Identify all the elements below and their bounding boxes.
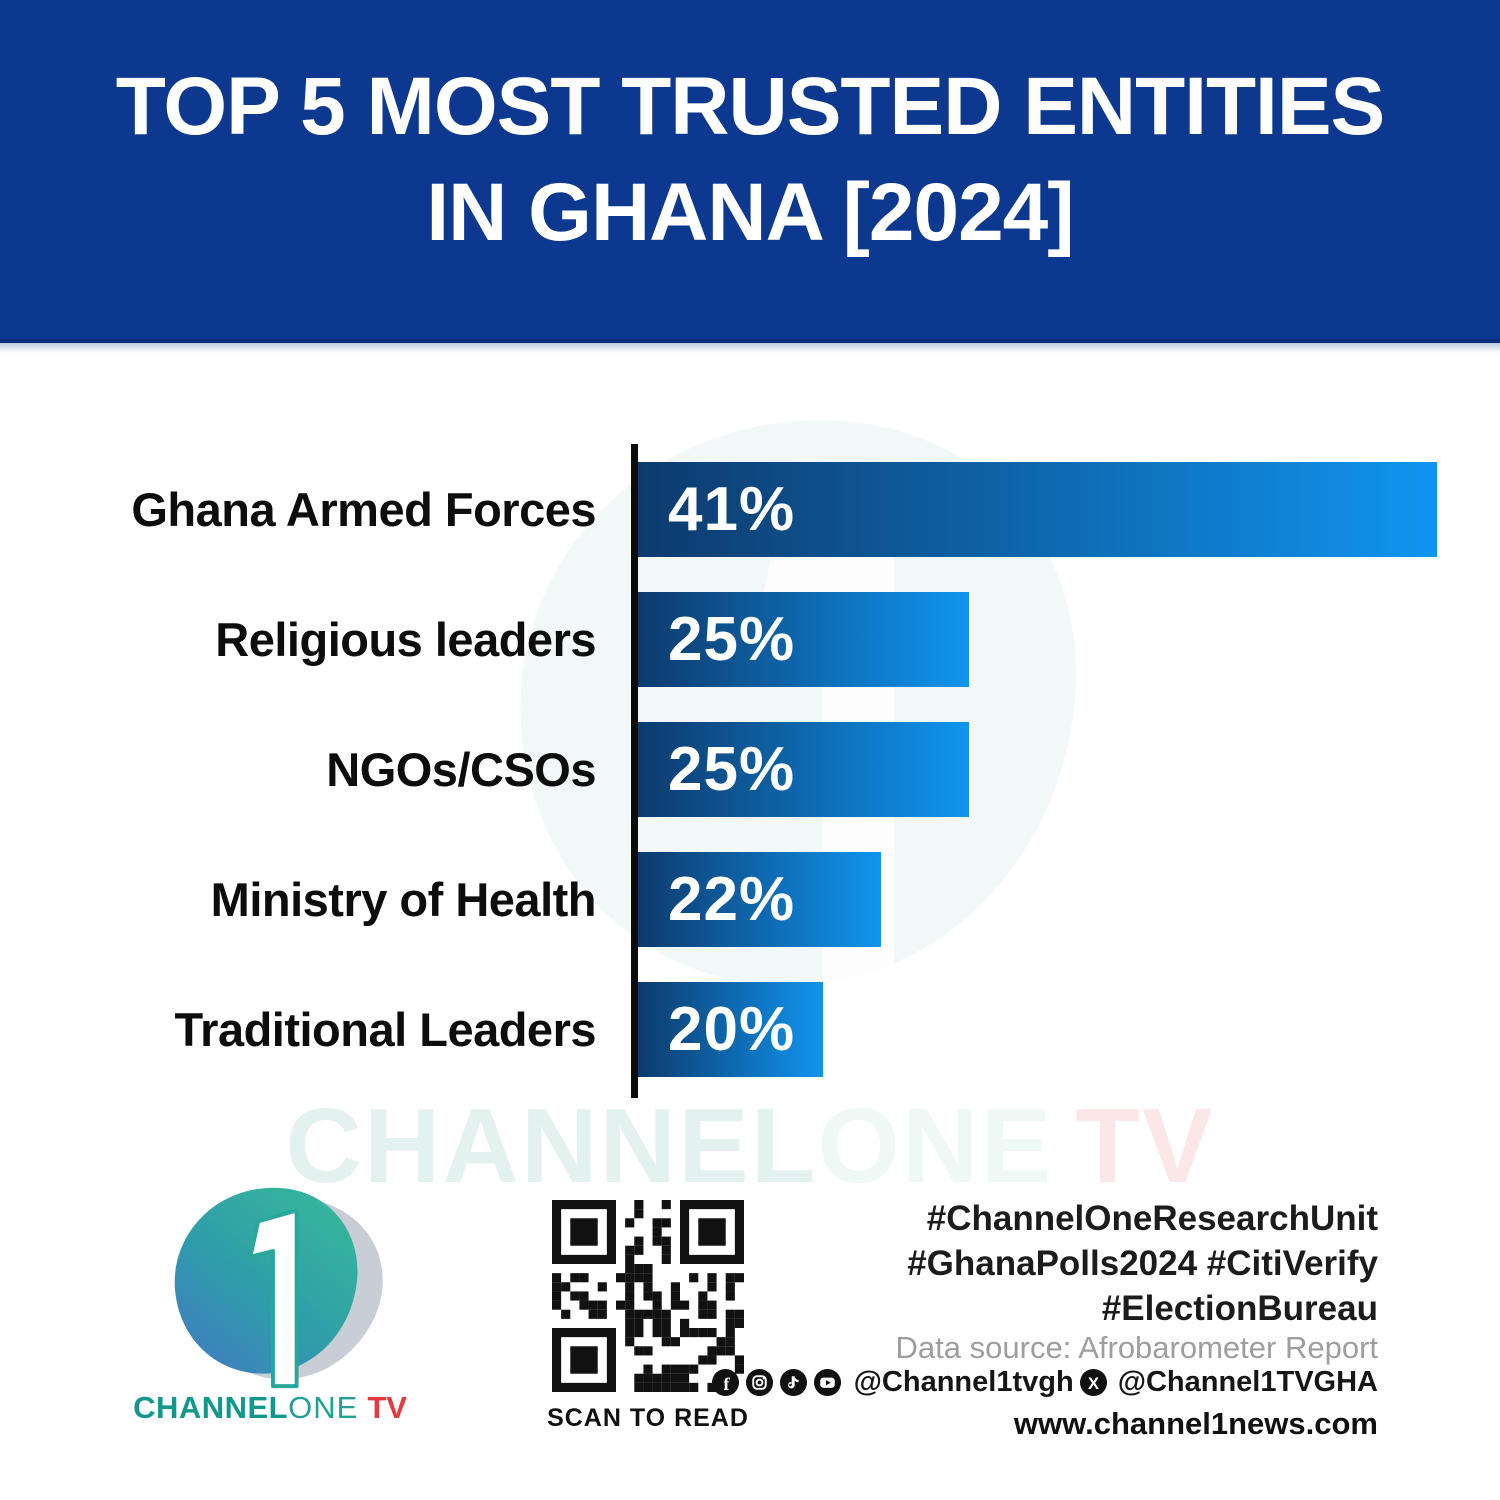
bar-value-label: 25% bbox=[668, 605, 796, 674]
website-url: www.channel1news.com bbox=[1013, 1406, 1378, 1441]
header-shadow bbox=[0, 343, 1500, 353]
svg-text:X: X bbox=[1088, 1375, 1099, 1393]
qr-code bbox=[552, 1200, 744, 1392]
bar-traditional-leaders: 20% bbox=[638, 982, 823, 1077]
logo-wordmark-channel: CHANNEL bbox=[133, 1390, 289, 1425]
social-handles-row: f @Channel1tvgh X @Channel1TVGHA bbox=[711, 1366, 1378, 1399]
bar-value-label: 41% bbox=[668, 475, 796, 544]
bar-label-ngos-csos: NGOs/CSOs bbox=[326, 743, 596, 796]
bar-ghana-armed-forces: 41% bbox=[638, 462, 1437, 557]
watermark-one: ONE bbox=[817, 1087, 1054, 1205]
bar-ministry-of-health: 22% bbox=[638, 852, 881, 947]
qr-caption: SCAN TO READ bbox=[547, 1404, 749, 1432]
bar-label-ministry-of-health: Ministry of Health bbox=[210, 873, 597, 926]
data-source-text: Data source: Afrobarometer Report bbox=[895, 1330, 1378, 1365]
hashtag-line-3: #ElectionBureau bbox=[1101, 1289, 1378, 1328]
bar-religious-leaders: 25% bbox=[638, 592, 969, 687]
bar-value-label: 25% bbox=[668, 735, 796, 804]
facebook-icon: f bbox=[711, 1368, 739, 1397]
logo-teal-pebble bbox=[174, 1187, 358, 1374]
channel-watermark-text: CHANNELONE TV bbox=[0, 1086, 1500, 1207]
page-title-line1: TOP 5 MOST TRUSTED ENTITIES bbox=[115, 61, 1385, 152]
header-banner: TOP 5 MOST TRUSTED ENTITIES IN GHANA [20… bbox=[0, 0, 1500, 343]
bar-label-ghana-armed-forces: Ghana Armed Forces bbox=[131, 483, 596, 536]
svg-text:f: f bbox=[723, 1374, 730, 1394]
hashtag-line-2: #GhanaPolls2024 #CitiVerify bbox=[907, 1244, 1378, 1283]
logo-wordmark-tv: TV bbox=[367, 1390, 407, 1425]
social-handle-x: @Channel1TVGHA bbox=[1117, 1366, 1378, 1398]
bar-value-label: 20% bbox=[668, 995, 796, 1064]
channel-one-logo bbox=[174, 1187, 383, 1389]
hashtags-block: #ChannelOneResearchUnit #GhanaPolls2024 … bbox=[907, 1196, 1378, 1331]
chart-axis-line bbox=[631, 444, 638, 1098]
bar-label-traditional-leaders: Traditional Leaders bbox=[174, 1003, 597, 1056]
tiktok-icon bbox=[779, 1368, 807, 1397]
watermark-channel: CHANNEL bbox=[285, 1087, 818, 1205]
logo-wordmark: CHANNELONE TV bbox=[110, 1390, 430, 1426]
page-title-line2: IN GHANA [2024] bbox=[426, 167, 1074, 258]
watermark-tv: TV bbox=[1075, 1087, 1215, 1205]
bar-value-label: 22% bbox=[668, 865, 796, 934]
youtube-icon bbox=[813, 1368, 841, 1397]
logo-wordmark-one: ONE bbox=[288, 1390, 359, 1425]
hashtag-line-1: #ChannelOneResearchUnit bbox=[926, 1199, 1378, 1238]
bar-label-religious-leaders: Religious leaders bbox=[215, 613, 596, 666]
logo-number-one bbox=[248, 1208, 299, 1389]
social-handle-main: @Channel1tvgh bbox=[853, 1366, 1074, 1398]
x-twitter-icon: X bbox=[1079, 1368, 1107, 1397]
bar-ngos-csos: 25% bbox=[638, 722, 969, 817]
instagram-icon bbox=[745, 1368, 773, 1397]
